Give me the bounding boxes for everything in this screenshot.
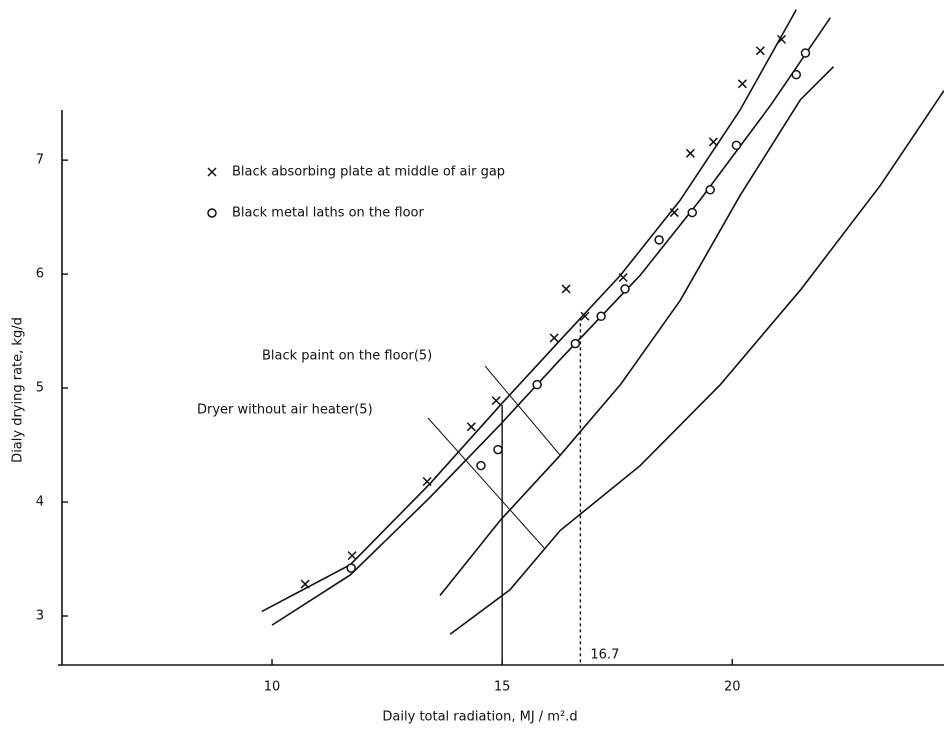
- point: [669, 208, 679, 218]
- legend-label: Black absorbing plate at middle of air g…: [232, 165, 505, 180]
- marker-stroke: [618, 272, 628, 283]
- point: [580, 311, 590, 321]
- curve-label: Dryer without air heater(5): [197, 403, 373, 418]
- point: [207, 208, 217, 218]
- y-tick-label: 4: [36, 495, 44, 510]
- fit-curve: [261, 9, 797, 613]
- marker-circle: [654, 235, 664, 245]
- marker-stroke: [491, 396, 501, 406]
- fit-curve: [271, 17, 831, 626]
- point: [549, 333, 559, 343]
- point: [561, 284, 571, 294]
- point: [737, 79, 747, 89]
- marker-stroke: [207, 167, 217, 177]
- marker-stroke: [685, 148, 695, 158]
- marker-stroke: [300, 579, 310, 589]
- marker-circle: [731, 140, 742, 151]
- point: [708, 137, 718, 147]
- marker-circle: [687, 207, 697, 218]
- legend-label: Black metal laths on the floor: [232, 206, 424, 221]
- legend-entry: Black metal laths on the floor: [207, 206, 424, 221]
- marker-circle: [207, 208, 217, 218]
- point: [800, 48, 811, 58]
- point: [532, 379, 542, 390]
- point: [347, 551, 357, 561]
- marker-circle: [532, 379, 542, 390]
- x-axis-label: Daily total radiation, MJ / m².d: [382, 710, 577, 725]
- y-tick-label: 7: [36, 153, 44, 168]
- marker-stroke: [669, 208, 679, 218]
- marker-stroke: [549, 333, 559, 343]
- marker-circle: [596, 311, 606, 322]
- point: [346, 563, 356, 573]
- y-tick-label: 6: [36, 267, 44, 282]
- point: [596, 311, 606, 322]
- marker-circle: [570, 338, 581, 349]
- point: [731, 140, 742, 151]
- leader-line: [427, 417, 546, 550]
- y-axis-label: Dialy drying rate, kg/d: [11, 317, 26, 463]
- marker-circle: [705, 185, 715, 195]
- point: [755, 46, 765, 56]
- point: [705, 185, 715, 195]
- point: [654, 235, 664, 245]
- reference-label: 16.7: [590, 648, 619, 663]
- point: [685, 148, 695, 158]
- x-tick-label: 20: [724, 680, 741, 695]
- marker-circle: [493, 444, 503, 455]
- point: [476, 460, 486, 471]
- point: [570, 338, 581, 349]
- fit-curve: [439, 66, 835, 596]
- leader-line: [484, 365, 561, 456]
- marker-stroke: [580, 311, 590, 321]
- marker-circle: [346, 563, 356, 573]
- curve-label: Black paint on the floor(5): [262, 349, 432, 364]
- point: [687, 207, 697, 218]
- marker-stroke: [708, 137, 718, 147]
- legend-entry: Black absorbing plate at middle of air g…: [207, 165, 505, 180]
- point: [618, 272, 628, 283]
- point: [466, 422, 476, 432]
- marker-stroke: [776, 34, 787, 44]
- marker-circle: [476, 460, 486, 471]
- marker-stroke: [737, 79, 747, 89]
- marker-stroke: [755, 46, 765, 56]
- x-tick-label: 10: [264, 680, 281, 695]
- point: [422, 476, 432, 487]
- marker-circle: [620, 284, 630, 294]
- marker-stroke: [422, 476, 432, 487]
- point: [493, 444, 503, 455]
- marker-stroke: [347, 551, 357, 561]
- point: [791, 69, 802, 80]
- point: [620, 284, 630, 294]
- fit-curve: [449, 90, 944, 635]
- point: [300, 579, 310, 589]
- x-tick-label: 15: [494, 680, 511, 695]
- y-tick-label: 3: [36, 608, 44, 623]
- marker-circle: [791, 69, 802, 80]
- marker-stroke: [466, 422, 476, 432]
- point: [207, 167, 217, 177]
- marker-circle: [800, 48, 811, 58]
- point: [491, 396, 501, 406]
- marker-stroke: [561, 284, 571, 294]
- y-tick-label: 5: [36, 381, 44, 396]
- point: [776, 34, 787, 44]
